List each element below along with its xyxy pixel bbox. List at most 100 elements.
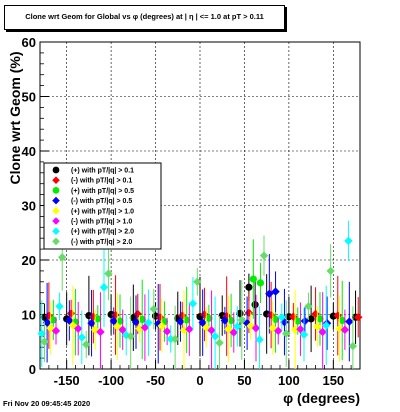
data-point xyxy=(55,302,64,311)
data-point xyxy=(82,340,91,349)
data-point xyxy=(210,332,220,341)
data-point xyxy=(94,315,102,323)
x-tick-label: 0 xyxy=(196,373,203,388)
data-point xyxy=(348,341,358,351)
data-point xyxy=(220,316,230,325)
data-point xyxy=(131,317,141,327)
x-tick-label: 100 xyxy=(278,373,300,388)
data-point xyxy=(256,279,265,287)
y-tick-label: 40 xyxy=(22,144,36,159)
legend-marker xyxy=(52,217,60,225)
legend-label: (+) with pT/|q| > 2.0 xyxy=(71,229,134,236)
data-point xyxy=(109,316,118,326)
data-point xyxy=(51,326,61,336)
y-tick-label: 30 xyxy=(22,199,36,214)
legend-marker xyxy=(52,176,60,184)
legend-label: (+) with pT/|q| > 1.0 xyxy=(71,208,134,215)
data-point xyxy=(340,325,350,334)
chart-title: Clone wrt Geom for Global vs φ (degrees)… xyxy=(25,12,264,21)
series-5 xyxy=(46,285,344,369)
legend-label: (-) with pT/|q| > 2.0 xyxy=(71,239,132,246)
x-tick-label: -100 xyxy=(98,373,124,388)
data-point xyxy=(104,269,113,278)
data-point xyxy=(304,302,313,311)
data-point xyxy=(265,289,274,298)
data-point xyxy=(207,326,216,335)
legend: (+) with pT/|q| > 0.1 (-) with pT/|q| > 0… xyxy=(43,162,162,250)
data-point xyxy=(296,325,305,334)
data-point xyxy=(49,316,57,324)
legend-marker xyxy=(52,196,60,205)
data-point xyxy=(274,326,283,336)
data-point xyxy=(144,318,153,327)
data-point xyxy=(277,313,286,322)
y-axis-title: Clone wrt Geom (%) xyxy=(7,51,23,184)
legend-label: (-) with pT/|q| > 0.5 xyxy=(71,198,132,205)
x-tick-label: 50 xyxy=(237,373,251,388)
tick-labels: -150 -100 -50 0 50 100 150 0 10 20 30 40 50 60 xyxy=(22,35,345,388)
data-point xyxy=(259,251,269,260)
legend-label: (+) with pT/|q| > 0.1 xyxy=(71,168,134,175)
data-point xyxy=(215,338,224,348)
data-point xyxy=(344,236,353,246)
data-point xyxy=(77,333,86,342)
data-point xyxy=(188,299,198,308)
data-point xyxy=(162,327,172,336)
y-tick-label: 50 xyxy=(22,90,36,105)
data-point xyxy=(58,253,67,262)
data-point xyxy=(157,321,166,331)
data-point xyxy=(183,316,191,324)
data-point xyxy=(170,334,180,344)
data-point xyxy=(255,335,264,344)
chart-title-box: Clone wrt Geom for Global vs φ (degrees)… xyxy=(4,5,285,30)
data-point xyxy=(205,314,213,322)
x-tick-label: -150 xyxy=(54,373,80,388)
legend-marker xyxy=(52,237,60,246)
legend-marker xyxy=(52,227,60,235)
data-point xyxy=(140,323,150,332)
data-point xyxy=(87,319,96,328)
x-tick-label: 150 xyxy=(322,373,344,388)
data-point xyxy=(326,266,335,276)
data-point xyxy=(74,324,83,333)
data-point xyxy=(233,322,242,331)
data-point xyxy=(135,324,144,333)
y-tick-label: 60 xyxy=(22,35,36,50)
data-point xyxy=(245,283,253,291)
data-point xyxy=(282,329,291,338)
x-tick-label: -50 xyxy=(146,373,165,388)
data-point xyxy=(193,277,202,286)
data-point xyxy=(354,313,363,322)
data-point xyxy=(40,337,49,346)
data-point xyxy=(185,325,194,334)
data-point xyxy=(198,318,207,327)
data-point xyxy=(338,316,346,325)
y-tick-label: 20 xyxy=(22,253,36,268)
data-point xyxy=(322,321,331,330)
data-point xyxy=(318,327,327,337)
y-tick-label: 0 xyxy=(29,362,36,377)
data-point xyxy=(166,334,175,344)
data-point xyxy=(290,325,300,334)
y-tick-label: 10 xyxy=(22,308,36,323)
data-point xyxy=(116,317,124,325)
series-7 xyxy=(37,220,353,369)
data-point xyxy=(96,327,105,337)
data-point xyxy=(99,283,109,292)
data-point xyxy=(249,275,257,283)
data-point xyxy=(237,315,246,325)
data-point xyxy=(285,313,293,321)
data-point xyxy=(313,322,322,331)
legend-label: (+) with pT/|q| > 0.5 xyxy=(71,188,134,195)
data-point xyxy=(118,325,127,334)
legend-label: (-) with pT/|q| > 1.0 xyxy=(71,219,132,226)
series-4 xyxy=(42,254,354,364)
data-point xyxy=(271,287,280,296)
data-point xyxy=(179,326,189,335)
data-point xyxy=(316,315,324,323)
data-point xyxy=(300,316,310,326)
data-point xyxy=(176,317,185,326)
data-point xyxy=(307,315,315,323)
series-6 xyxy=(51,290,350,369)
